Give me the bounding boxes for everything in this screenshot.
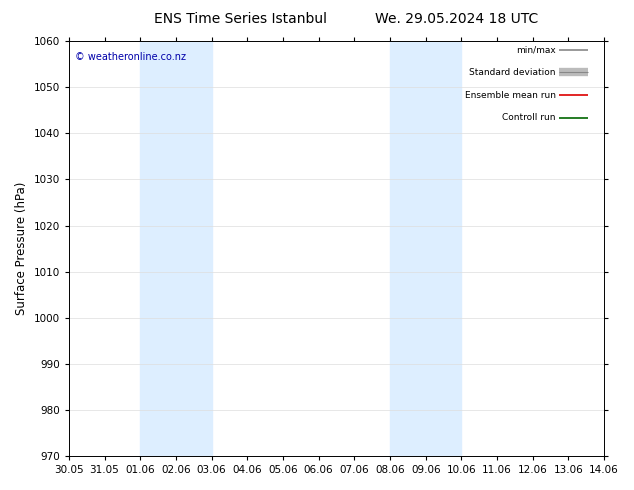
Text: We. 29.05.2024 18 UTC: We. 29.05.2024 18 UTC [375, 12, 538, 26]
Bar [140, 41, 212, 456]
Text: Controll run: Controll run [503, 114, 556, 122]
Text: Ensemble mean run: Ensemble mean run [465, 91, 556, 99]
Text: min/max: min/max [516, 45, 556, 54]
Y-axis label: Surface Pressure (hPa): Surface Pressure (hPa) [15, 182, 28, 315]
Text: Standard deviation: Standard deviation [469, 68, 556, 77]
Text: ENS Time Series Istanbul: ENS Time Series Istanbul [155, 12, 327, 26]
Bar [390, 41, 462, 456]
Text: © weatheronline.co.nz: © weatheronline.co.nz [75, 51, 186, 62]
